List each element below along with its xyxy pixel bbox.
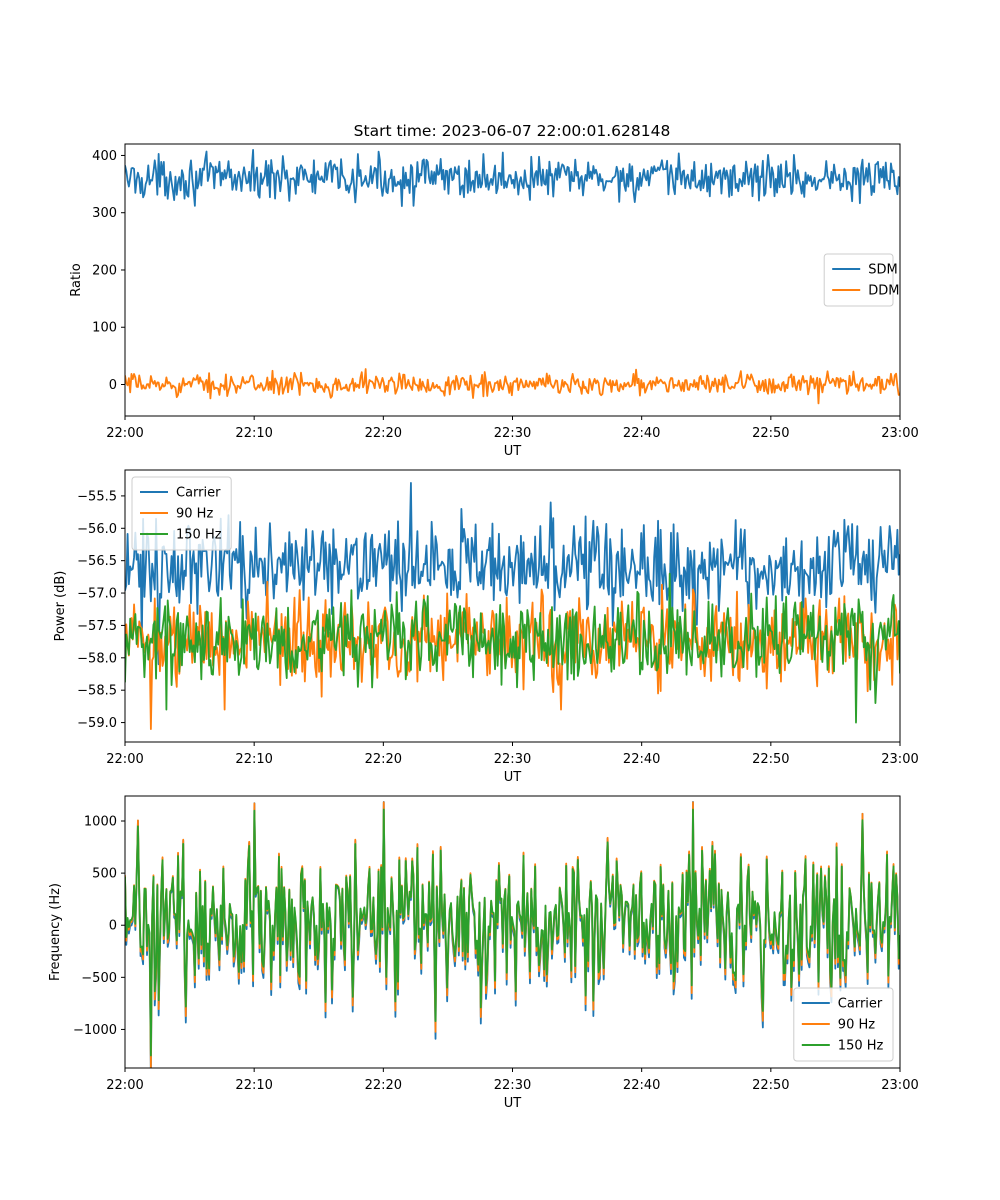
series-line-150-hz <box>125 572 900 724</box>
x-tick-label: 22:40 <box>623 1078 660 1093</box>
y-axis-label: Frequency (Hz) <box>48 883 63 981</box>
legend-box <box>823 253 894 307</box>
legend-label: Carrier <box>838 997 883 1012</box>
series-line-ddm <box>125 368 900 405</box>
x-tick-label: 23:00 <box>881 752 918 767</box>
y-axis-label: Power (dB) <box>53 571 68 642</box>
x-tick-label: 22:30 <box>494 1078 531 1093</box>
x-tick-label: 22:20 <box>365 1078 402 1093</box>
x-tick-label: 22:10 <box>235 752 272 767</box>
y-tick-label: −57.5 <box>77 619 117 634</box>
x-tick-label: 22:30 <box>494 426 531 441</box>
y-tick-label: −58.0 <box>77 651 117 666</box>
y-tick-label: 1000 <box>84 815 117 830</box>
legend: Carrier 90 Hz 150 Hz <box>131 476 232 551</box>
y-tick-label: −57.0 <box>77 587 117 602</box>
x-tick-label: 22:50 <box>752 752 789 767</box>
y-tick-label: −56.0 <box>77 522 117 537</box>
y-axis-label: Ratio <box>69 263 84 296</box>
y-tick-label: 0 <box>109 378 117 393</box>
legend-label: DDM <box>868 284 899 299</box>
x-axis-label: UT <box>504 1096 522 1111</box>
x-tick-label: 22:50 <box>752 1078 789 1093</box>
x-tick-label: 23:00 <box>881 1078 918 1093</box>
series-line-carrier <box>125 482 900 666</box>
legend-label: 150 Hz <box>838 1039 884 1054</box>
series-group <box>125 482 900 730</box>
y-tick-label: −55.5 <box>77 489 117 504</box>
legend-label: Carrier <box>176 486 221 501</box>
legend-label: SDM <box>868 263 897 278</box>
x-tick-label: 22:00 <box>106 1078 143 1093</box>
y-tick-label: 400 <box>92 149 117 164</box>
series-line-sdm <box>125 148 900 207</box>
series-group <box>125 148 900 405</box>
y-tick-label: 0 <box>109 919 117 934</box>
series-group <box>125 801 900 1068</box>
x-tick-label: 22:20 <box>365 426 402 441</box>
x-tick-label: 22:40 <box>623 426 660 441</box>
y-tick-label: 500 <box>92 867 117 882</box>
y-tick-label: 300 <box>92 206 117 221</box>
x-axis-label: UT <box>504 770 522 785</box>
legend-label: 90 Hz <box>176 507 213 522</box>
y-tick-label: −500 <box>81 971 117 986</box>
y-tick-label: 200 <box>92 263 117 278</box>
x-tick-label: 22:20 <box>365 752 402 767</box>
legend: Carrier 90 Hz 150 Hz <box>793 987 894 1062</box>
x-tick-label: 22:10 <box>235 1078 272 1093</box>
figure-title: Start time: 2023-06-07 22:00:01.628148 <box>354 122 671 140</box>
y-tick-label: 100 <box>92 321 117 336</box>
x-tick-label: 22:00 <box>106 426 143 441</box>
x-axis-label: UT <box>504 444 522 459</box>
y-tick-label: −1000 <box>73 1023 117 1038</box>
x-tick-label: 23:00 <box>881 426 918 441</box>
legend-box <box>793 987 894 1062</box>
subplot-1: 22:00 22:10 22:20 22:30 22:40 22:50 23:00 UT 0 10… <box>69 143 919 459</box>
legend-label: 90 Hz <box>838 1018 875 1033</box>
x-tick-label: 22:50 <box>752 426 789 441</box>
legend-box <box>131 476 232 551</box>
y-tick-label: −58.5 <box>77 684 117 699</box>
x-tick-label: 22:10 <box>235 426 272 441</box>
x-tick-label: 22:30 <box>494 752 531 767</box>
x-tick-label: 22:00 <box>106 752 143 767</box>
legend-label: 150 Hz <box>176 528 222 543</box>
series-line-150-hz <box>125 808 900 1057</box>
legend: SDM DDM <box>823 253 899 307</box>
plots-container: 22:00 22:10 22:20 22:30 22:40 22:50 23:00 UT 0 10… <box>48 143 919 1111</box>
x-tick-label: 22:40 <box>623 752 660 767</box>
subplot-2: 22:00 22:10 22:20 22:30 22:40 22:50 23:00 UT −59… <box>53 469 919 785</box>
y-tick-label: −56.5 <box>77 554 117 569</box>
y-tick-label: −59.0 <box>77 716 117 731</box>
subplot-3: 22:00 22:10 22:20 22:30 22:40 22:50 23:00 UT −10… <box>48 795 919 1111</box>
